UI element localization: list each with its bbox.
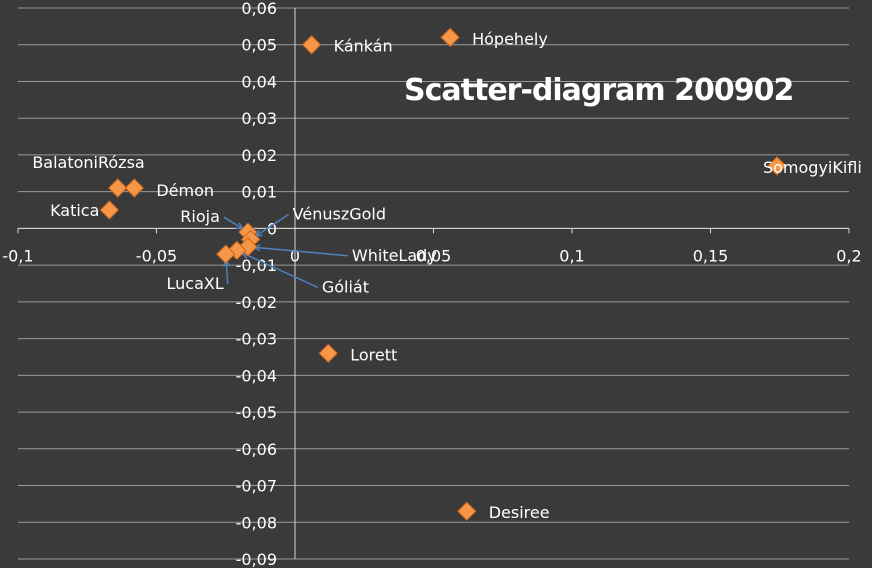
x-tick-label: 0 — [290, 246, 300, 265]
callout-arrow — [225, 260, 229, 285]
data-point — [457, 501, 477, 521]
x-tick-label: -0,05 — [136, 246, 177, 265]
data-label: Démon — [156, 181, 214, 200]
data-label: Kánkán — [334, 37, 393, 56]
data-label: SomogyiKifli — [763, 158, 862, 177]
data-label: WhiteLady — [352, 246, 437, 265]
data-point — [124, 178, 145, 198]
callout-arrow — [253, 246, 348, 257]
y-tick-label: -0,09 — [236, 550, 277, 568]
x-tick-label: 0,1 — [559, 246, 584, 265]
data-point — [318, 343, 338, 364]
data-point — [216, 244, 236, 264]
data-point — [767, 156, 787, 176]
callout-arrow — [255, 213, 290, 237]
y-tick-label: -0,08 — [236, 513, 277, 532]
callout-arrow — [241, 252, 319, 289]
y-tick-label: -0,03 — [236, 330, 277, 349]
y-tick-label: 0,03 — [241, 109, 277, 128]
x-tick-label: 0,05 — [416, 246, 452, 265]
data-label: Góliát — [322, 277, 369, 296]
axes — [17, 8, 850, 559]
data-label: Hópehely — [472, 29, 548, 48]
y-tick-label: -0,04 — [236, 366, 277, 385]
y-tick-label: -0,05 — [236, 403, 277, 422]
data-label: BalatoniRózsa — [32, 153, 144, 172]
data-label: LucaXL — [167, 274, 224, 293]
chart-title: Scatter-diagram 200902 — [404, 73, 793, 108]
callout-arrow — [223, 216, 244, 230]
data-labels: Kánkán Hópehely SomogyiKifli BalatoniRózsa D… — [32, 29, 862, 522]
y-tick-label: 0,05 — [241, 36, 277, 55]
data-label: VénuszGold — [293, 204, 386, 223]
y-tick-label: -0,01 — [236, 256, 277, 275]
y-tick-label: 0 — [267, 219, 277, 238]
x-tick-label: 0,2 — [836, 246, 861, 265]
y-tick-label: 0,06 — [241, 0, 277, 18]
data-label: Katica — [50, 201, 99, 220]
y-tick-label: -0,06 — [236, 440, 277, 459]
data-label: Desiree — [489, 503, 550, 522]
x-tick-label: -0,1 — [2, 246, 33, 265]
data-point — [108, 178, 128, 198]
data-label: Rioja — [180, 207, 220, 226]
y-tick-label: -0,02 — [236, 293, 277, 312]
data-point — [440, 27, 460, 48]
y-tick-label: -0,07 — [236, 477, 277, 496]
grid-lines — [18, 7, 849, 560]
y-tick-label: 0,02 — [241, 146, 277, 165]
y-tick-label: 0,01 — [241, 183, 277, 202]
data-point — [99, 200, 120, 220]
y-tick-label: 0,04 — [241, 72, 277, 91]
x-tick-label: 0,15 — [693, 246, 729, 265]
data-points — [99, 27, 787, 521]
data-label: Lorett — [350, 345, 397, 364]
data-point — [301, 35, 322, 55]
